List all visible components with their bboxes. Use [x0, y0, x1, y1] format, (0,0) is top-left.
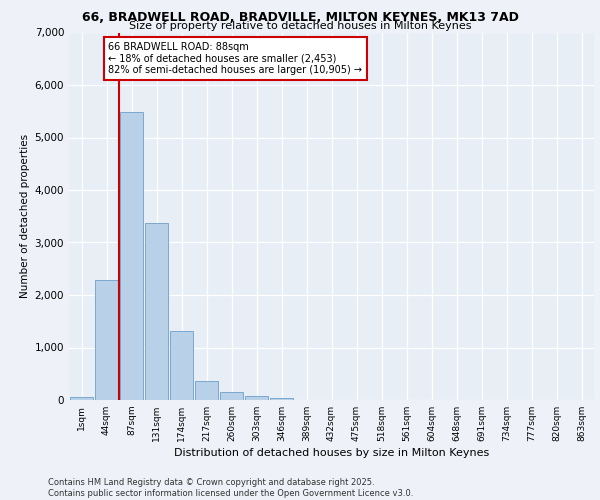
Bar [195, 380, 218, 400]
Bar [220, 392, 243, 400]
Bar [145, 222, 168, 400]
Text: 66 BRADWELL ROAD: 88sqm
← 18% of detached houses are smaller (2,453)
82% of semi: 66 BRADWELL ROAD: 88sqm ← 18% of detache… [109, 42, 362, 75]
Bar [245, 396, 268, 400]
X-axis label: Distribution of detached houses by size in Milton Keynes: Distribution of detached houses by size … [174, 448, 489, 458]
Bar [70, 398, 93, 400]
Text: 66, BRADWELL ROAD, BRADVILLE, MILTON KEYNES, MK13 7AD: 66, BRADWELL ROAD, BRADVILLE, MILTON KEY… [82, 11, 518, 24]
Text: Size of property relative to detached houses in Milton Keynes: Size of property relative to detached ho… [129, 21, 471, 31]
Bar [120, 112, 143, 400]
Bar [170, 330, 193, 400]
Text: Contains HM Land Registry data © Crown copyright and database right 2025.
Contai: Contains HM Land Registry data © Crown c… [48, 478, 413, 498]
Y-axis label: Number of detached properties: Number of detached properties [20, 134, 31, 298]
Bar [270, 398, 293, 400]
Bar [95, 280, 118, 400]
